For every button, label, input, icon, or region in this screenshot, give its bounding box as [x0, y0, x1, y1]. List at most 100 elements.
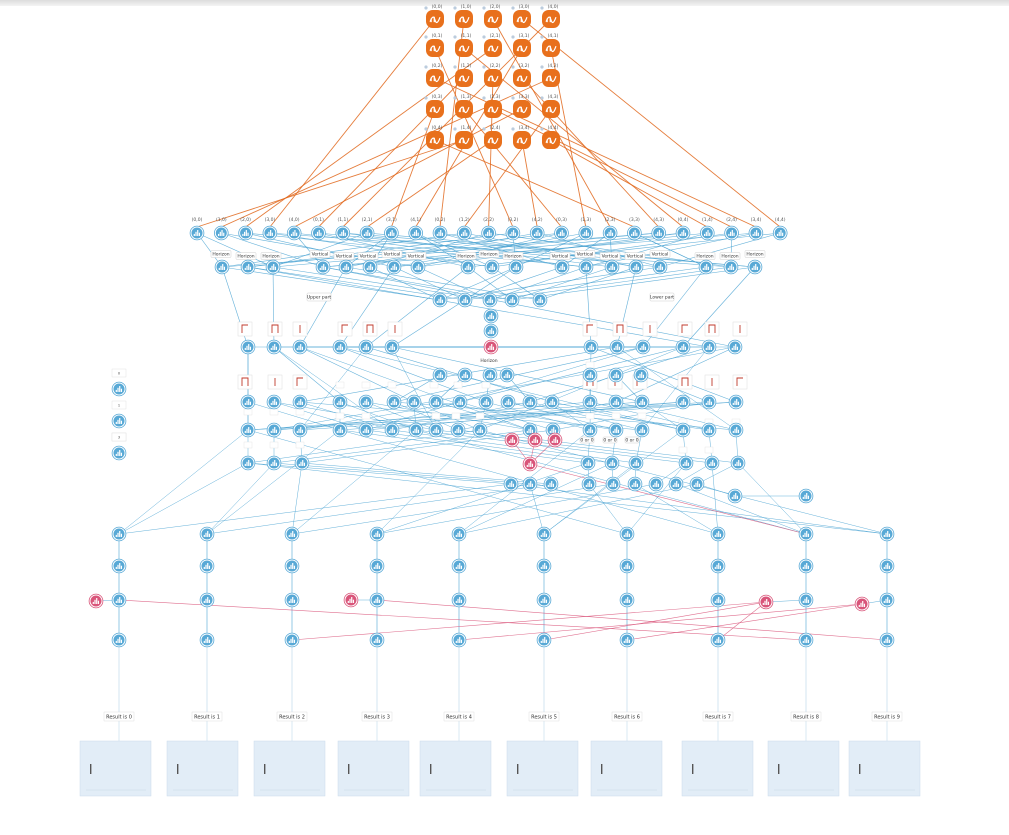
output-node[interactable]	[536, 632, 552, 648]
output-node[interactable]	[284, 592, 300, 608]
sensor-node[interactable]	[455, 131, 473, 149]
output-node[interactable]	[879, 632, 895, 648]
decision-node[interactable]	[88, 593, 104, 609]
direction-node[interactable]	[460, 259, 476, 275]
direction-node[interactable]	[386, 259, 402, 275]
logic-node[interactable]	[730, 455, 746, 471]
output-node[interactable]	[798, 632, 814, 648]
merge-node[interactable]	[457, 292, 473, 308]
logic-node[interactable]	[358, 394, 374, 410]
logic-node[interactable]	[701, 394, 717, 410]
sensor-node[interactable]	[426, 39, 444, 57]
alert-node[interactable]	[547, 432, 563, 448]
output-node[interactable]	[451, 632, 467, 648]
legend-node[interactable]	[111, 381, 127, 397]
output-node[interactable]	[879, 558, 895, 574]
segment-node[interactable]	[675, 339, 691, 355]
sensor-node[interactable]	[426, 69, 444, 87]
logic-node[interactable]	[634, 394, 650, 410]
input-node[interactable]	[602, 225, 618, 241]
output-node[interactable]	[369, 632, 385, 648]
input-node[interactable]	[651, 225, 666, 241]
direction-node[interactable]	[338, 259, 354, 275]
output-node[interactable]	[369, 558, 385, 574]
input-node[interactable]	[335, 225, 351, 241]
alert-node[interactable]	[527, 432, 543, 448]
logic-node[interactable]	[543, 476, 559, 492]
logic-node[interactable]	[240, 422, 256, 438]
output-node[interactable]	[111, 526, 127, 542]
logic-node[interactable]	[457, 367, 473, 383]
logic-node[interactable]	[503, 476, 519, 492]
logic-node[interactable]	[675, 422, 691, 438]
sensor-node[interactable]	[426, 131, 444, 149]
output-node[interactable]	[369, 592, 385, 608]
logic-node[interactable]	[428, 394, 444, 410]
legend-node[interactable]	[111, 445, 127, 461]
logic-node[interactable]	[633, 367, 649, 383]
alert-node[interactable]	[522, 456, 538, 472]
logic-node[interactable]	[608, 367, 624, 383]
sensor-node[interactable]	[426, 10, 444, 28]
logic-node[interactable]	[522, 394, 538, 410]
logic-node[interactable]	[294, 455, 310, 471]
direction-node[interactable]	[554, 259, 570, 275]
logic-node[interactable]	[240, 455, 256, 471]
logic-node[interactable]	[580, 455, 596, 471]
logic-node[interactable]	[581, 476, 597, 492]
merge-node[interactable]	[504, 292, 520, 308]
sensor-node[interactable]	[455, 39, 473, 57]
logic-node[interactable]	[608, 422, 624, 438]
result-chart-panel[interactable]	[848, 740, 921, 797]
output-node[interactable]	[879, 526, 895, 542]
output-node[interactable]	[710, 558, 726, 574]
logic-node[interactable]	[627, 476, 643, 492]
input-node[interactable]	[189, 225, 205, 241]
sensor-node[interactable]	[484, 131, 502, 149]
segment-node[interactable]	[358, 339, 374, 355]
segment-node[interactable]	[583, 339, 599, 355]
logic-node[interactable]	[478, 394, 494, 410]
logic-node[interactable]	[500, 394, 516, 410]
logic-node[interactable]	[678, 455, 694, 471]
center-node[interactable]	[483, 339, 499, 355]
logic-node[interactable]	[648, 476, 664, 492]
segment-node[interactable]	[240, 339, 256, 355]
output-node[interactable]	[284, 632, 300, 648]
decision-node[interactable]	[758, 594, 774, 610]
sensor-node[interactable]	[455, 69, 473, 87]
result-chart-panel[interactable]	[767, 740, 840, 797]
direction-node[interactable]	[484, 259, 500, 275]
direction-node[interactable]	[240, 259, 256, 275]
logic-node[interactable]	[292, 422, 308, 438]
logic-node[interactable]	[582, 367, 598, 383]
result-chart-panel[interactable]	[337, 740, 410, 797]
decision-node[interactable]	[343, 592, 359, 608]
input-node[interactable]	[408, 225, 424, 241]
direction-node[interactable]	[652, 259, 668, 275]
input-node[interactable]	[481, 225, 496, 241]
direction-node[interactable]	[578, 259, 594, 275]
input-node[interactable]	[456, 225, 472, 241]
sensor-node[interactable]	[513, 131, 531, 149]
output-node[interactable]	[199, 632, 215, 648]
sensor-node[interactable]	[513, 69, 531, 87]
direction-node[interactable]	[508, 259, 524, 275]
result-chart-panel[interactable]	[166, 740, 239, 797]
output-node[interactable]	[451, 558, 467, 574]
segment-node[interactable]	[701, 339, 717, 355]
logic-node[interactable]	[499, 367, 515, 383]
logic-node[interactable]	[292, 394, 308, 410]
input-node[interactable]	[432, 225, 448, 241]
logic-node[interactable]	[544, 394, 560, 410]
sensor-node[interactable]	[542, 10, 560, 28]
output-node[interactable]	[710, 526, 726, 542]
sensor-node[interactable]	[513, 100, 531, 118]
sensor-node[interactable]	[484, 39, 502, 57]
output-node[interactable]	[798, 526, 814, 542]
direction-node[interactable]	[698, 259, 714, 275]
direction-node[interactable]	[604, 259, 620, 275]
logic-node[interactable]	[634, 422, 650, 438]
input-node[interactable]	[505, 225, 521, 241]
